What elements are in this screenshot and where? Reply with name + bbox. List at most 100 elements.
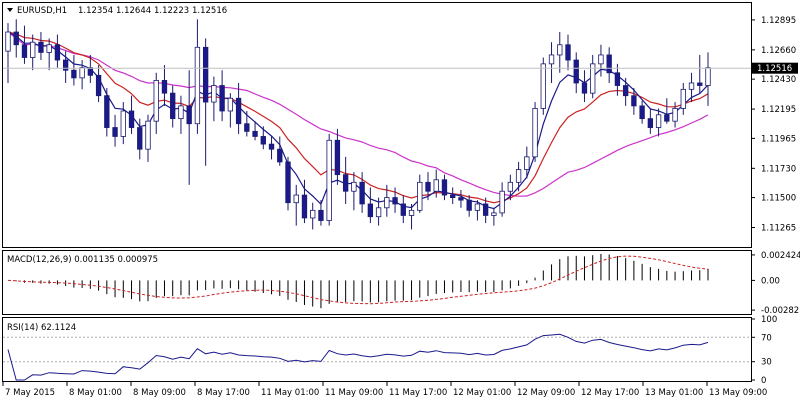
bull-candle-body bbox=[5, 31, 11, 52]
candle bbox=[441, 174, 448, 201]
time-tick-label: 13 May 01:00 bbox=[645, 388, 703, 398]
candle bbox=[13, 19, 19, 58]
candle bbox=[153, 72, 159, 134]
candle bbox=[524, 146, 530, 179]
bull-candle-body bbox=[507, 181, 514, 192]
time-tick-label: 12 May 01:00 bbox=[453, 388, 511, 398]
bear-candle-body bbox=[161, 80, 168, 94]
bear-candle-body bbox=[95, 74, 102, 97]
bull-candle-body bbox=[540, 63, 546, 109]
candle bbox=[351, 172, 357, 211]
bull-candle-body bbox=[293, 194, 299, 204]
candle bbox=[219, 70, 225, 122]
candle bbox=[145, 114, 151, 162]
candle bbox=[87, 54, 94, 83]
bull-candle-body bbox=[79, 67, 85, 79]
candle bbox=[334, 128, 341, 185]
candle bbox=[581, 70, 588, 103]
candle bbox=[466, 195, 472, 217]
candle bbox=[5, 23, 11, 83]
candle bbox=[252, 121, 258, 141]
candle bbox=[244, 110, 250, 137]
price-tick-label: 1.11500 bbox=[761, 194, 796, 204]
bull-candle-body bbox=[655, 114, 662, 128]
candle bbox=[342, 156, 349, 204]
current-price-label: 1.12516 bbox=[757, 64, 792, 74]
candle bbox=[71, 54, 77, 86]
time-tick-label: 8 May 09:00 bbox=[133, 388, 186, 398]
candle bbox=[120, 102, 126, 145]
candle bbox=[425, 172, 431, 201]
slow-ma-line bbox=[7, 31, 709, 197]
bear-candle-body bbox=[268, 143, 275, 150]
bear-candle-body bbox=[54, 44, 61, 61]
bear-candle-body bbox=[450, 194, 456, 198]
candle bbox=[170, 85, 176, 128]
candle bbox=[614, 63, 621, 96]
bull-candle-body bbox=[375, 207, 382, 218]
candle bbox=[655, 108, 662, 137]
bear-candle-body bbox=[639, 105, 645, 120]
ohlc-low: 1.12223 bbox=[154, 6, 189, 16]
candle bbox=[277, 136, 283, 166]
price-tick-label: 1.11730 bbox=[761, 164, 796, 174]
bear-candle-body bbox=[606, 54, 612, 74]
bear-candle-body bbox=[342, 174, 349, 192]
chart-menu-triangle-icon[interactable] bbox=[7, 8, 13, 12]
candle bbox=[631, 88, 637, 115]
candle bbox=[79, 60, 85, 90]
price-tick-label: 1.12895 bbox=[761, 16, 796, 26]
candle bbox=[482, 197, 489, 224]
candle bbox=[62, 51, 69, 83]
rsi-panel-frame bbox=[2, 317, 752, 382]
candle bbox=[606, 47, 612, 83]
rsi-tick-label: 70 bbox=[761, 333, 772, 343]
bull-candle-body bbox=[548, 54, 555, 65]
bear-candle-body bbox=[38, 41, 44, 53]
time-tick-label: 7 May 2015 bbox=[5, 388, 55, 398]
symbol-label: EURUSD,H1 bbox=[17, 6, 67, 16]
macd-label: MACD(12,26,9) 0.001135 0.000975 bbox=[7, 255, 158, 265]
candle bbox=[408, 203, 415, 230]
candle bbox=[326, 133, 332, 226]
ohlc-open: 1.12354 bbox=[78, 6, 113, 16]
bear-candle-body bbox=[647, 118, 654, 128]
candle bbox=[590, 54, 596, 99]
bull-candle-body bbox=[491, 212, 497, 216]
bear-candle-body bbox=[631, 95, 637, 107]
candle bbox=[301, 179, 308, 224]
bear-candle-body bbox=[359, 181, 365, 205]
bear-candle-body bbox=[137, 127, 143, 150]
bull-candle-body bbox=[499, 190, 505, 214]
bull-candle-body bbox=[672, 108, 678, 122]
candle bbox=[705, 52, 711, 106]
candle bbox=[507, 174, 514, 201]
bull-candle-body bbox=[384, 197, 390, 209]
price-tick-label: 1.11965 bbox=[761, 134, 796, 144]
bear-candle-body bbox=[260, 136, 266, 145]
bear-candle-body bbox=[104, 95, 110, 128]
price-tick-label: 1.11265 bbox=[761, 224, 796, 234]
candle bbox=[318, 200, 324, 226]
time-tick-label: 12 May 09:00 bbox=[517, 388, 575, 398]
bear-candle-body bbox=[664, 114, 670, 122]
bear-candle-body bbox=[573, 59, 579, 84]
bull-candle-body bbox=[680, 88, 686, 109]
candle bbox=[54, 34, 61, 68]
bear-candle-body bbox=[458, 197, 464, 201]
candle bbox=[227, 93, 234, 128]
candle bbox=[178, 95, 184, 134]
candle bbox=[161, 65, 168, 106]
candle bbox=[285, 156, 291, 211]
price-axis: 1.12895 1.12660 1.12430 1.12195 1.11965 1.117… bbox=[751, 16, 796, 234]
bull-candle-body bbox=[557, 44, 563, 56]
bull-candle-body bbox=[688, 82, 695, 90]
candle bbox=[565, 34, 571, 71]
price-tick-label: 1.12430 bbox=[761, 75, 796, 85]
candle bbox=[688, 72, 695, 103]
price-candles bbox=[5, 19, 711, 230]
candle bbox=[104, 88, 110, 137]
macd-axis: 0.002424 0.00 -0.002827 bbox=[751, 251, 800, 316]
candle bbox=[474, 200, 481, 221]
